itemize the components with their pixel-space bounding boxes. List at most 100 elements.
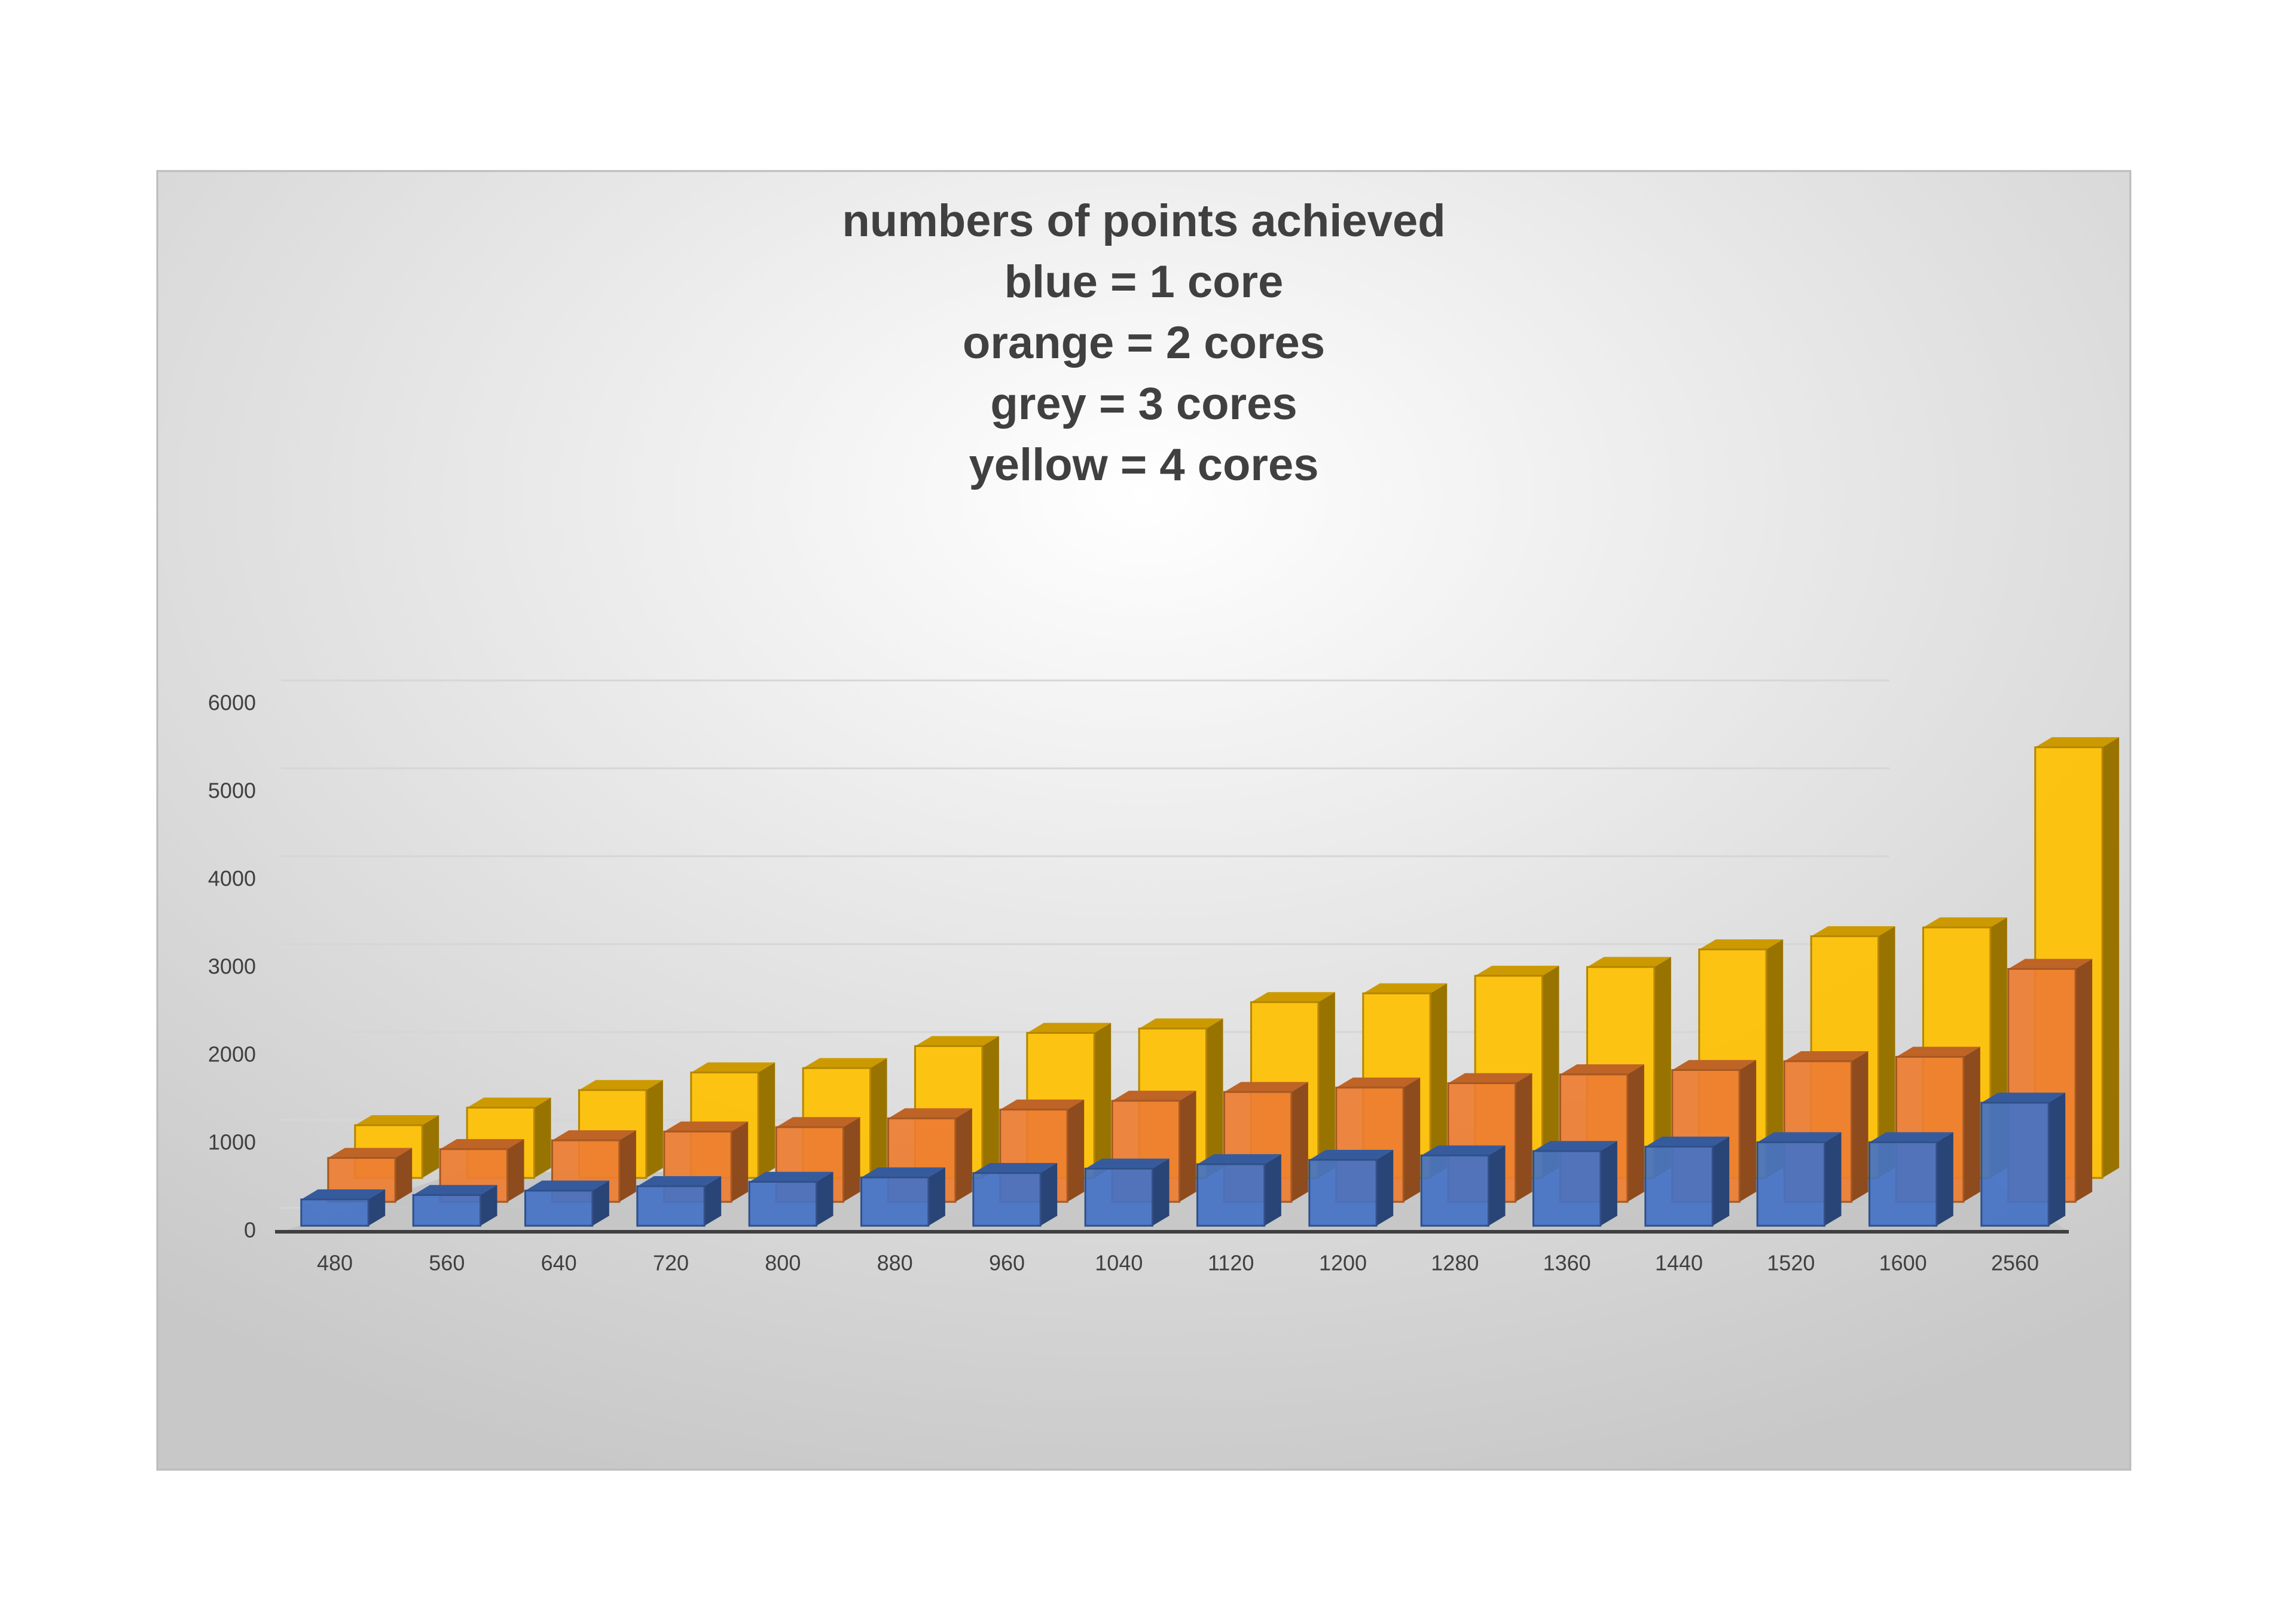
bar-top: [1784, 1051, 1868, 1061]
y-tick-label: 1000: [208, 1130, 256, 1155]
x-tick-label: 560: [429, 1251, 465, 1275]
x-tick-label: 960: [989, 1251, 1025, 1275]
bar-top: [1224, 1082, 1308, 1092]
bar-side: [816, 1171, 833, 1226]
bar-top: [2008, 958, 2093, 969]
bar-side: [1318, 992, 1335, 1178]
bar-top: [973, 1163, 1058, 1173]
bar: [412, 1194, 482, 1227]
bar-side: [1878, 926, 1895, 1178]
bar: [1308, 1159, 1378, 1227]
bar-side: [534, 1097, 551, 1178]
bar-top: [888, 1108, 972, 1119]
chart-title: blue = 1 core: [1004, 257, 1284, 307]
bar-top: [1448, 1073, 1532, 1083]
y-tick-label: 4000: [208, 866, 256, 891]
bar-side: [1206, 1018, 1223, 1178]
bar-side: [1515, 1073, 1532, 1202]
bar-side: [2048, 1092, 2066, 1226]
bar-top: [1811, 926, 1895, 936]
bar-side: [1430, 983, 1448, 1178]
bar-side: [1291, 1082, 1308, 1202]
bar-top: [776, 1117, 860, 1128]
bar-side: [758, 1062, 775, 1178]
x-tick-label: 1360: [1543, 1251, 1591, 1275]
bar-side: [1040, 1163, 1058, 1226]
x-tick-label: 1040: [1095, 1251, 1143, 1275]
bar-top: [579, 1080, 663, 1090]
x-tick-label: 2560: [1991, 1251, 2039, 1275]
x-tick-label: 1600: [1879, 1251, 1927, 1275]
bar-top: [1336, 1077, 1421, 1088]
bar-top: [355, 1115, 439, 1125]
bar-side: [928, 1167, 945, 1226]
y-tick-label: 2000: [208, 1042, 256, 1067]
bar-side: [1179, 1091, 1196, 1202]
bar-top: [1309, 1149, 1394, 1160]
bar-top: [1981, 1092, 2066, 1103]
bar: [524, 1189, 594, 1227]
bar-side: [1403, 1077, 1421, 1202]
bar-side: [1376, 1149, 1394, 1226]
bar-side: [1264, 1154, 1281, 1226]
bar-side: [1824, 1132, 1842, 1226]
bar-top: [861, 1167, 945, 1178]
bar: [636, 1185, 706, 1227]
chart-title: yellow = 4 cores: [969, 439, 1318, 490]
bar-top: [2035, 737, 2120, 747]
bar-top: [1000, 1099, 1085, 1110]
bar-side: [1766, 939, 1784, 1178]
bar-side: [1067, 1099, 1085, 1202]
bar-side: [422, 1115, 439, 1178]
bar-top: [1197, 1154, 1281, 1165]
x-tick-label: 1200: [1319, 1251, 1367, 1275]
bar-top: [1560, 1064, 1644, 1074]
bar-top: [440, 1139, 524, 1149]
bar-side: [646, 1080, 663, 1178]
y-tick-label: 3000: [208, 954, 256, 979]
bar-side: [1963, 1046, 1980, 1202]
bar: [972, 1172, 1042, 1227]
bar-top: [552, 1130, 636, 1141]
bar-top: [1869, 1132, 1953, 1143]
bar-side: [1488, 1145, 1506, 1226]
chart-area: [156, 170, 2132, 1471]
bar-side: [368, 1189, 386, 1226]
bar: [860, 1176, 930, 1227]
bar-top: [1475, 966, 1559, 976]
bar-side: [870, 1058, 887, 1178]
bar-top: [467, 1097, 551, 1108]
x-tick-label: 1120: [1208, 1251, 1254, 1275]
bar-side: [619, 1130, 636, 1202]
bar-top: [915, 1036, 999, 1046]
chart-title: orange = 2 cores: [963, 318, 1325, 368]
bar-side: [1851, 1051, 1868, 1202]
bar-side: [2102, 737, 2120, 1178]
x-tick-label: 480: [317, 1251, 353, 1275]
chart-title: grey = 3 cores: [990, 378, 1297, 429]
bar-side: [1627, 1064, 1644, 1202]
bar-top: [749, 1171, 833, 1182]
x-tick-label: 880: [877, 1251, 913, 1275]
bar-side: [1094, 1022, 1112, 1178]
x-tick-label: 720: [653, 1251, 689, 1275]
x-tick-label: 1280: [1431, 1251, 1479, 1275]
bar-side: [480, 1185, 497, 1226]
bar-top: [1645, 1136, 1730, 1147]
bar-side: [1152, 1158, 1170, 1226]
bar-top: [1533, 1141, 1617, 1152]
title-group: numbers of points achieved blue = 1 core o…: [842, 196, 1445, 490]
bar: [1756, 1141, 1826, 1227]
bar: [300, 1198, 370, 1227]
bar-side: [1654, 957, 1671, 1178]
bar-top: [1672, 1060, 1757, 1070]
bar: [1084, 1167, 1154, 1227]
bar-top: [1896, 1046, 1980, 1057]
bar-top: [301, 1189, 386, 1199]
bar: [1420, 1154, 1490, 1227]
x-tick-label: 1520: [1767, 1251, 1815, 1275]
bar-top: [413, 1185, 497, 1195]
bar: [1644, 1146, 1714, 1227]
